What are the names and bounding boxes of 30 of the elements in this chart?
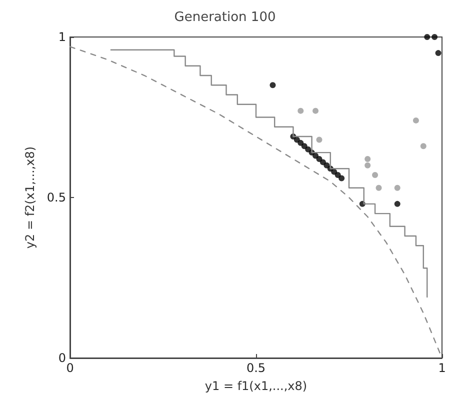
point xyxy=(435,50,442,56)
y-tick-label: 0.5 xyxy=(46,190,66,204)
point xyxy=(320,159,326,166)
point xyxy=(372,172,378,178)
point xyxy=(305,146,312,152)
x-tick-label: 1 xyxy=(438,361,446,375)
point xyxy=(270,82,276,88)
point xyxy=(364,156,371,162)
point xyxy=(298,140,304,146)
y-tick-label: 1 xyxy=(58,30,66,44)
point xyxy=(331,168,338,175)
point xyxy=(424,34,430,40)
point xyxy=(316,136,322,143)
point xyxy=(432,34,438,40)
point xyxy=(420,143,426,150)
point xyxy=(301,143,308,150)
x-axis-title: y1 = f1(x1,...,x8) xyxy=(204,379,308,393)
point xyxy=(334,172,341,178)
point xyxy=(376,184,382,191)
point xyxy=(312,108,319,114)
point xyxy=(394,200,400,207)
point xyxy=(298,108,304,114)
y-axis-title: y2 = f2(x1,...,x8) xyxy=(23,146,38,249)
point xyxy=(394,184,400,191)
point xyxy=(412,117,419,124)
x-tick-label: 0.5 xyxy=(246,361,266,375)
y-tick-label: 0 xyxy=(58,351,66,365)
point xyxy=(364,162,371,168)
chart-title: Generation 100 xyxy=(174,10,276,25)
point xyxy=(338,175,345,182)
